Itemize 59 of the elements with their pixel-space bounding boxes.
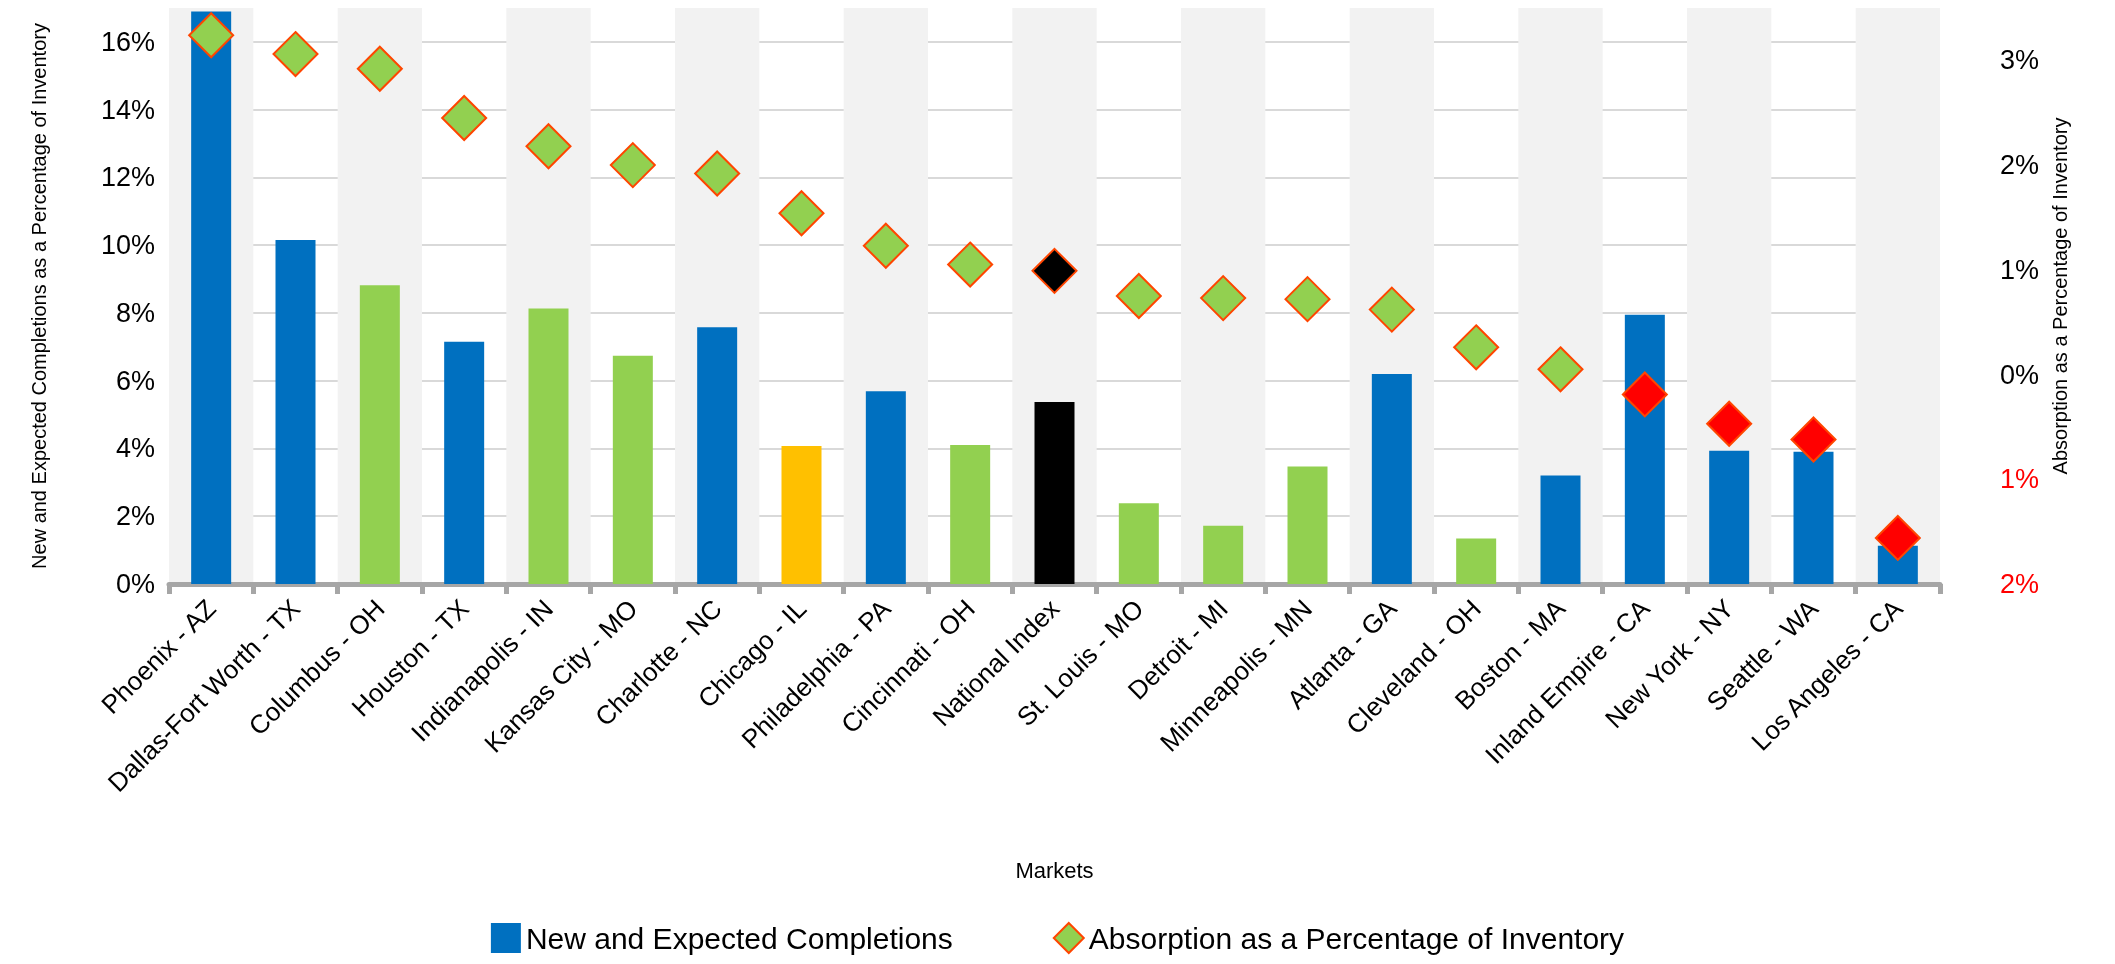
bar [781, 446, 822, 584]
x-axis-title: Markets [1015, 857, 1094, 883]
y2-axis-title: Absorption as a Percentage of Inventory [2049, 117, 2071, 475]
point [1706, 400, 1753, 447]
bar [1118, 503, 1159, 584]
point [1453, 324, 1500, 371]
point [1200, 275, 1247, 322]
point [778, 190, 825, 237]
y-tick-label: 14% [100, 94, 155, 125]
bar [865, 391, 906, 584]
point [1031, 247, 1078, 294]
point [1368, 286, 1415, 333]
bar [1793, 451, 1834, 584]
y-tick-label: 0% [115, 569, 155, 599]
point [1284, 276, 1331, 323]
legend-label: Absorption as a Percentage of Inventory [1088, 921, 1625, 955]
y-tick-label: 8% [115, 297, 155, 328]
bar [1456, 538, 1497, 584]
bar [1203, 525, 1244, 584]
bar [444, 341, 485, 584]
point [1115, 273, 1162, 319]
y2-tick-label: 0% [2000, 359, 2040, 390]
bar [528, 308, 569, 584]
y-axis-title: New and Expected Completions as a Percentage of Inventory [28, 23, 50, 569]
bar [697, 327, 738, 584]
bar [275, 240, 316, 584]
y-tick-label: 16% [100, 26, 155, 57]
bar [1709, 450, 1750, 584]
y2-tick-label: 2% [2000, 150, 2040, 181]
point [947, 241, 994, 288]
point [609, 142, 656, 189]
bar [1540, 475, 1581, 584]
point [1537, 346, 1584, 393]
point [862, 222, 909, 269]
point [272, 31, 319, 78]
point [441, 94, 488, 141]
point [525, 123, 572, 170]
y-tick-label: 4% [115, 433, 155, 464]
y2-tick-label: 1% [2000, 464, 2040, 495]
point [1874, 514, 1921, 561]
bar [950, 445, 991, 584]
point [694, 150, 741, 197]
point [1621, 371, 1668, 418]
bar [612, 355, 653, 584]
point [1790, 416, 1837, 463]
y-tick-label: 10% [100, 230, 155, 261]
bar [1287, 466, 1328, 584]
y2-tick-label: 2% [2000, 569, 2040, 599]
point [188, 12, 235, 59]
y-tick-label: 6% [115, 365, 155, 396]
bar [359, 285, 400, 584]
point [356, 45, 403, 92]
y2-tick-label: 3% [2000, 45, 2040, 76]
y2-tick-label: 1% [2000, 254, 2040, 285]
bar [1371, 373, 1412, 584]
y-tick-label: 12% [100, 162, 155, 193]
y-tick-label: 2% [115, 501, 155, 532]
legend-label: New and Expected Completions [525, 921, 953, 955]
bar [1034, 402, 1075, 584]
